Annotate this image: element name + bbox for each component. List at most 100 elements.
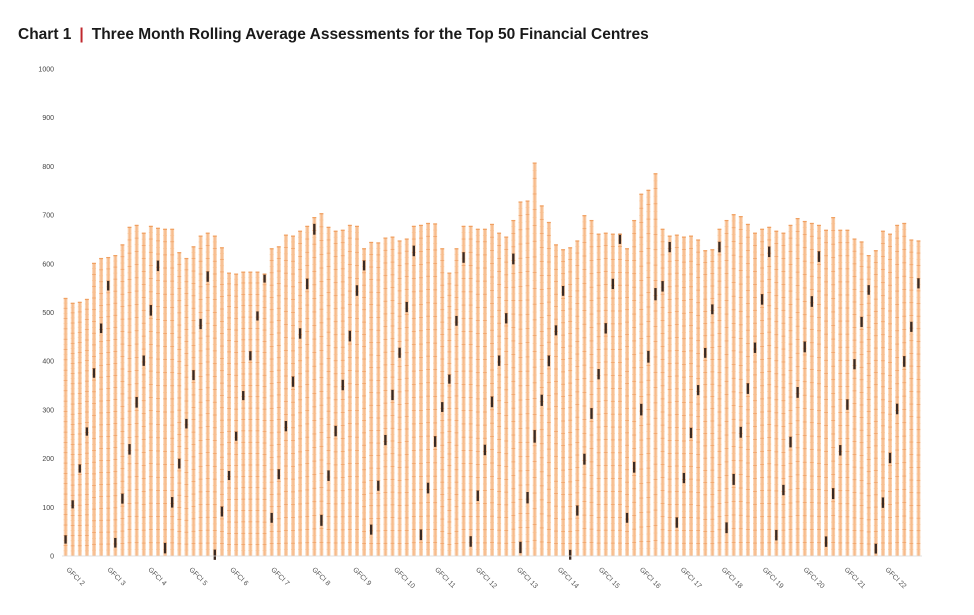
bar-segment-divider [397,391,402,393]
bar-segment-divider [326,489,331,491]
bar-segment-divider [312,325,317,326]
bar-segment-divider [539,366,544,367]
bar-segment-divider [681,498,686,499]
bar-segment-divider [383,453,388,455]
bar-segment-divider [497,510,502,512]
y-tick-label: 0 [50,554,54,561]
bar-segment-divider [646,284,651,286]
bar-segment-divider [710,322,715,324]
bar-segment-divider [362,481,367,483]
bar-segment-divider [298,380,303,381]
bar-segment-divider [234,425,239,427]
bar-segment-divider [227,465,231,466]
bar-segment-divider [148,344,153,345]
bar-segment-divider [447,521,452,523]
bar-highlight-band [391,389,394,401]
bar-segment-divider [646,541,651,542]
bar-segment-divider [383,504,388,506]
bar-segment-divider [525,321,530,322]
bar-segment-divider [369,247,374,249]
bar-segment-divider [639,215,644,216]
bar-segment-divider [312,257,317,259]
bar-segment-divider [326,437,331,438]
bar-segment-divider [106,549,111,551]
bar-segment-divider [241,481,246,483]
bar-segment-divider [141,245,146,246]
bar-segment-divider [482,411,487,413]
bar-segment-divider [539,268,544,269]
bar-segment-divider [717,287,722,288]
bar-segment-divider [660,411,665,413]
bar [589,219,594,556]
bar-segment-divider [646,519,651,520]
bar-segment-divider [298,393,303,394]
bar-segment-divider [397,492,402,494]
bar-top-cap [546,221,551,224]
bar-segment-divider [134,376,139,378]
bar-segment-divider [568,327,573,328]
bar-segment-divider [603,245,608,246]
bar-segment-divider [383,479,388,480]
bar-segment-divider [554,374,558,376]
bar-segment-divider [141,484,146,486]
bar-segment-divider [234,318,239,320]
bar-segment-divider [219,493,224,495]
bar-segment-divider [276,258,281,259]
bar [120,244,125,556]
bar-segment-divider [184,364,189,366]
bar-segment-divider [582,337,587,339]
bar-segment-divider [397,284,402,285]
bar-segment-divider [92,385,96,387]
bar-segment-divider [84,349,89,351]
bar-segment-divider [184,484,189,485]
bar-segment-divider [717,470,722,472]
bar-segment-divider [70,510,75,511]
bar-segment-divider [490,349,494,351]
bar-segment-divider [191,506,196,507]
bar-segment-divider [227,317,231,319]
bar-segment-divider [646,196,651,198]
bar-segment-divider [717,542,722,544]
bar [596,233,601,556]
bar-segment-divider [575,372,580,374]
bar-segment-divider [326,272,331,274]
bar-segment-divider [383,421,388,423]
bar-segment-divider [134,449,139,451]
bar-segment-divider [454,432,459,434]
bar-segment-divider [269,426,274,428]
bar-segment-divider [376,336,381,337]
bar-segment-divider [603,503,608,505]
bar-segment-divider [148,443,153,445]
bar-segment-divider [241,436,246,437]
bar-segment-divider [610,471,615,473]
bar-segment-divider [461,529,466,530]
bar-segment-divider [504,427,509,429]
bar-segment-divider [319,459,324,461]
bar-segment-divider [383,523,388,525]
bar-segment-divider [390,261,395,263]
bar-segment-divider [113,459,118,460]
bar-segment-divider [681,453,686,455]
bar-segment-divider [681,261,686,263]
bar-segment-divider [696,397,701,399]
bar-segment-divider [120,287,125,289]
bar-segment-divider [475,470,480,472]
bar-segment-divider [106,531,111,533]
bar-segment-divider [667,260,672,262]
bar-segment-divider [454,451,459,452]
bar-segment-divider [525,264,530,265]
bar-segment-divider [369,442,374,444]
bar-segment-divider [205,316,210,318]
bar-segment-divider [205,549,210,550]
bar-segment-divider [390,459,395,461]
bar-segment-divider [198,318,203,320]
bar-segment-divider [184,335,189,336]
bar-segment-divider [113,369,118,370]
bar-segment-divider [681,312,686,314]
bar-segment-divider [461,245,466,246]
bar-segment-divider [276,444,281,445]
bar-segment-divider [632,380,637,382]
bar-segment-divider [283,259,288,261]
bar-segment-divider [610,523,615,525]
bar-segment-divider [603,284,608,285]
